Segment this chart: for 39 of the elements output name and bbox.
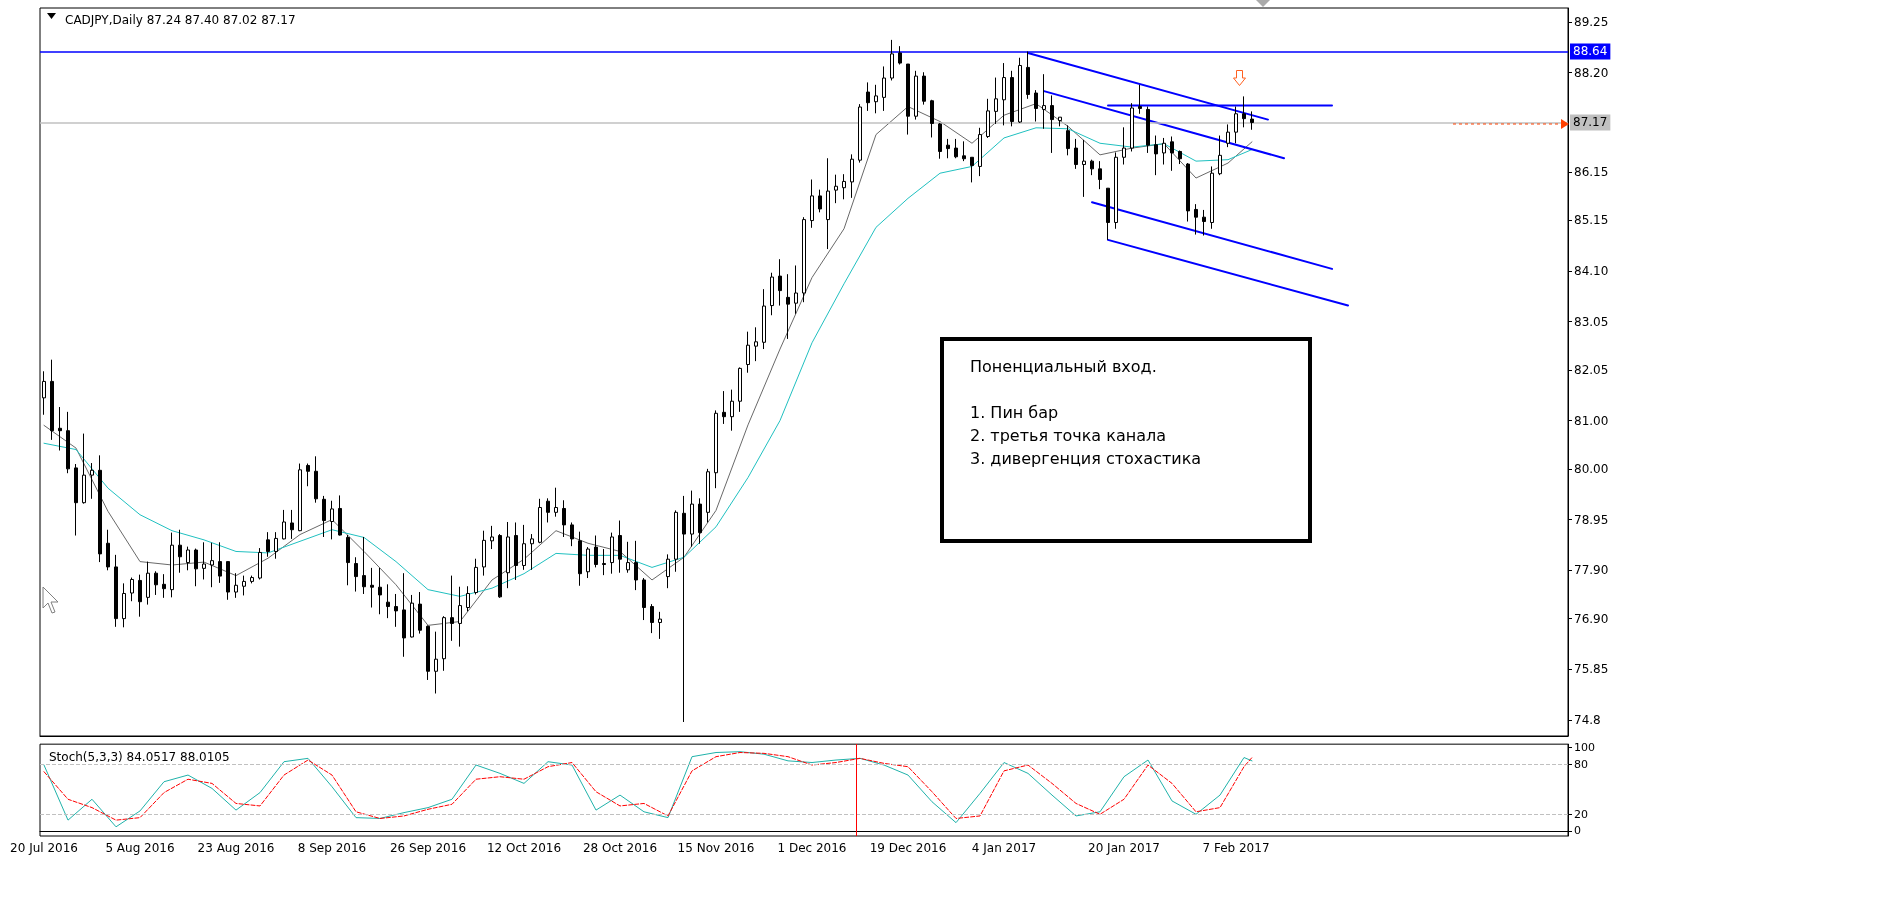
y-tick-label: 88.20 [1574, 65, 1609, 80]
y-tick-label: 85.15 [1574, 213, 1609, 228]
y-tick-label: 100 [1574, 741, 1595, 754]
annotation: 2. третья точка канала [970, 425, 1167, 447]
x-tick-label: 8 Sep 2016 [297, 841, 367, 855]
y-tick-label: 20 [1574, 807, 1588, 821]
annotation: 3. дивергенция стохастика [970, 448, 1203, 470]
text: Stoch(5,3,3) 84.0517 88.0105 [49, 750, 230, 764]
annotation: Поненциальный вход. [970, 356, 1158, 378]
y-tick-label: 76.90 [1574, 611, 1609, 626]
ref-line-label: 87.17 [1573, 115, 1608, 130]
y-tick-label: 78.95 [1574, 512, 1609, 527]
x-tick-label: 26 Sep 2016 [389, 841, 467, 855]
ref-line-label: 88.64 [1573, 44, 1608, 59]
x-tick-label: 28 Oct 2016 [582, 841, 658, 855]
x-tick-label: 19 Dec 2016 [869, 841, 947, 855]
y-tick-label: 81.00 [1574, 413, 1609, 428]
annotation: 1. Пин бар [970, 402, 1060, 424]
y-tick-label: 75.85 [1574, 662, 1609, 677]
y-tick-label: 83.05 [1574, 314, 1609, 329]
y-tick-label: 0 [1574, 824, 1581, 838]
y-tick-label: 86.15 [1574, 164, 1609, 179]
x-tick-label: 20 Jan 2017 [1088, 841, 1160, 855]
x-tick-label: 5 Aug 2016 [105, 841, 175, 855]
y-tick-label: 80.00 [1574, 461, 1609, 476]
y-tick-label: 82.05 [1574, 362, 1609, 377]
y-tick-label: 84.10 [1574, 263, 1609, 278]
y-tick-label: 80 [1574, 757, 1588, 771]
x-tick-label: 7 Feb 2017 [1202, 841, 1270, 855]
x-tick-label: 1 Dec 2016 [777, 841, 847, 855]
chart-title: CADJPY,Daily 87.24 87.40 87.02 87.17 [65, 13, 296, 27]
x-tick-label: 12 Oct 2016 [486, 841, 562, 855]
x-tick-label: 23 Aug 2016 [197, 841, 275, 855]
x-tick-label: 20 Jul 2016 [10, 841, 78, 855]
y-tick-label: 77.90 [1574, 563, 1609, 578]
x-tick-label: 15 Nov 2016 [677, 841, 755, 855]
x-tick-label: 4 Jan 2017 [971, 841, 1037, 855]
y-tick-label: 74.8 [1574, 713, 1601, 728]
y-tick-label: 89.25 [1574, 15, 1609, 30]
